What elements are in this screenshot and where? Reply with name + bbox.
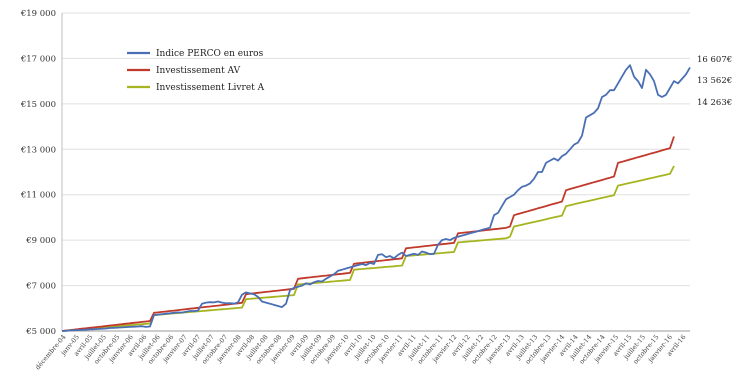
y-tick-label: €5 000 [25,327,56,337]
series-line-indice-perco-en-euros [61,64,691,332]
legend-label: Investissement AV [156,66,241,76]
y-tick-label: €7 000 [25,282,56,292]
y-tick-label: €9 000 [25,236,56,246]
end-value-label: 13 562€ [697,76,732,86]
y-tick-label: €17 000 [20,54,56,64]
y-tick-label: €15 000 [20,100,56,110]
end-value-label: 14 263€ [697,98,732,108]
end-value-label: 16 607€ [697,55,732,65]
legend-label: Indice PERCO en euros [156,49,264,59]
series-lines [61,64,691,332]
y-tick-label: €11 000 [20,191,56,201]
gridlines [62,12,690,332]
x-tick-labels: décembre-04janv-05avril-05juillet-05octo… [34,333,688,371]
end-labels: 16 607€ 13 562€ 14 263€ [697,55,732,108]
legend: Indice PERCO en euros Investissement AV In… [127,49,265,93]
axes [61,13,690,332]
y-tick-label: €13 000 [20,145,56,155]
y-tick-labels: €5 000 €7 000 €9 000 €11 000 €13 000 €15 000 €… [20,9,56,337]
series-line-investissement-livret-a [61,165,675,332]
series-line-investissement-av [61,136,675,332]
y-tick-label: €19 000 [20,9,56,19]
legend-label: Investissement Livret A [156,83,265,93]
